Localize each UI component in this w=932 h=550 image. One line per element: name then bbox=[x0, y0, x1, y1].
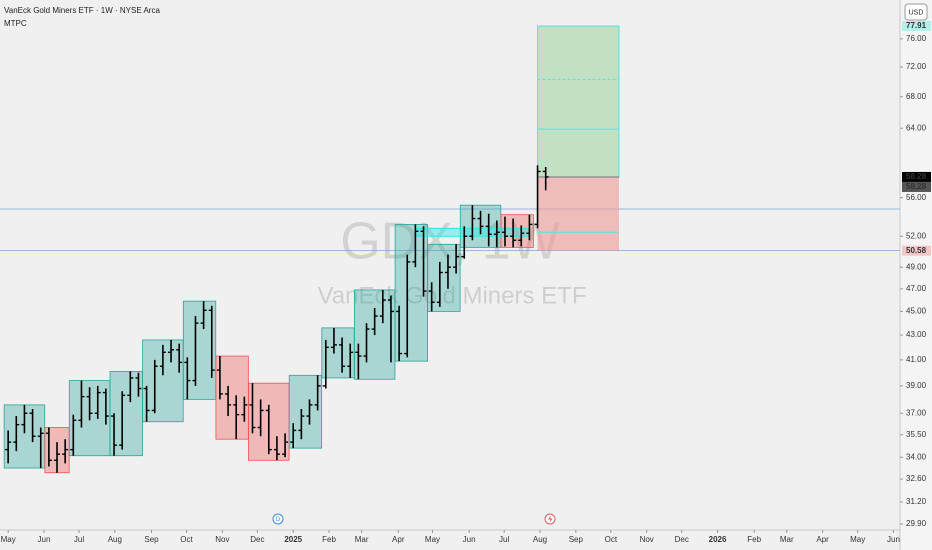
x-tick-label: Dec bbox=[250, 535, 264, 544]
x-tick-label: Jun bbox=[463, 535, 476, 544]
y-tick-label: 31.20 bbox=[906, 497, 927, 506]
range-box bbox=[288, 374, 323, 449]
y-tick-label: 56.00 bbox=[906, 193, 927, 202]
price-label-bg bbox=[902, 171, 931, 182]
range-box bbox=[215, 355, 249, 440]
x-tick-label: Feb bbox=[322, 535, 336, 544]
y-tick-label: 32.60 bbox=[906, 474, 927, 483]
price-axis-bg bbox=[900, 0, 932, 550]
chart-title: VanEck Gold Miners ETF · 1W · NYSE Arca bbox=[4, 6, 160, 15]
x-tick-label: Nov bbox=[215, 535, 229, 544]
y-tick-label: 41.00 bbox=[906, 355, 927, 364]
x-tick-label: Dec bbox=[675, 535, 689, 544]
x-tick-label: May bbox=[425, 535, 440, 544]
y-tick-label: 47.00 bbox=[906, 284, 927, 293]
x-tick-label: 2026 bbox=[709, 535, 727, 544]
y-tick-label: 49.00 bbox=[906, 262, 927, 271]
x-tick-label: Jun bbox=[38, 535, 51, 544]
range-box bbox=[500, 214, 534, 248]
range-box bbox=[182, 300, 217, 400]
watermark-subtitle: VanEck Gold Miners ETF bbox=[318, 282, 587, 309]
y-tick-label: 37.00 bbox=[906, 408, 927, 417]
range-box bbox=[427, 243, 461, 312]
y-tick-label: 76.00 bbox=[906, 34, 927, 43]
chart-subtitle: MTPC bbox=[4, 19, 27, 28]
x-tick-label: 2025 bbox=[284, 535, 302, 544]
price-label-bg bbox=[902, 20, 931, 31]
x-tick-label: Apr bbox=[392, 535, 405, 544]
dividend-icon[interactable] bbox=[272, 513, 284, 525]
currency-button[interactable] bbox=[904, 3, 928, 21]
x-tick-label: Nov bbox=[640, 535, 654, 544]
x-tick-label: Apr bbox=[816, 535, 829, 544]
currency[interactable]: USD bbox=[909, 9, 924, 16]
x-tick-label: May bbox=[1, 535, 16, 544]
y-tick-label: 34.00 bbox=[906, 452, 927, 461]
y-tick-label: 29.90 bbox=[906, 519, 927, 528]
price-label-bg bbox=[902, 181, 931, 192]
y-tick-label: 72.00 bbox=[906, 62, 927, 71]
x-tick-label: Jul bbox=[74, 535, 84, 544]
y-tick-label: 43.00 bbox=[906, 330, 927, 339]
x-tick-label: Mar bbox=[355, 535, 369, 544]
watermark: GDX, 1W bbox=[340, 213, 560, 271]
x-tick-label: May bbox=[850, 535, 865, 544]
x-tick-label: Feb bbox=[747, 535, 761, 544]
x-tick-label: Oct bbox=[605, 535, 618, 544]
x-tick-label: Sep bbox=[144, 535, 159, 544]
price-label: 77.91 bbox=[906, 21, 927, 30]
x-tick-label: Sep bbox=[569, 535, 584, 544]
x-tick-label: Jul bbox=[499, 535, 509, 544]
loss-zone bbox=[537, 176, 620, 251]
y-tick-label: 39.00 bbox=[906, 381, 927, 390]
x-tick-label: Jun bbox=[887, 535, 900, 544]
x-tick-label: Mar bbox=[780, 535, 794, 544]
x-tick-label: Aug bbox=[108, 535, 122, 544]
y-tick-label: 52.00 bbox=[906, 231, 927, 240]
y-tick-label: 45.00 bbox=[906, 307, 927, 316]
x-tick-label: Aug bbox=[533, 535, 547, 544]
range-box bbox=[109, 370, 143, 457]
y-tick-label: 68.00 bbox=[906, 92, 927, 101]
profit-zone bbox=[537, 25, 620, 178]
x-tick-label: Oct bbox=[180, 535, 193, 544]
y-tick-label: 64.00 bbox=[906, 123, 927, 132]
price-label: 50.58 bbox=[906, 246, 927, 255]
price-label-bg bbox=[902, 245, 931, 256]
range-box bbox=[321, 327, 355, 379]
dividend-icon-glyph: D bbox=[276, 517, 281, 523]
earnings-glyph bbox=[548, 515, 553, 523]
price-label: 58.28 bbox=[906, 172, 927, 181]
y-tick-label: 35.50 bbox=[906, 430, 927, 439]
range-box bbox=[394, 223, 428, 362]
price-label: 58.28 bbox=[906, 182, 927, 191]
